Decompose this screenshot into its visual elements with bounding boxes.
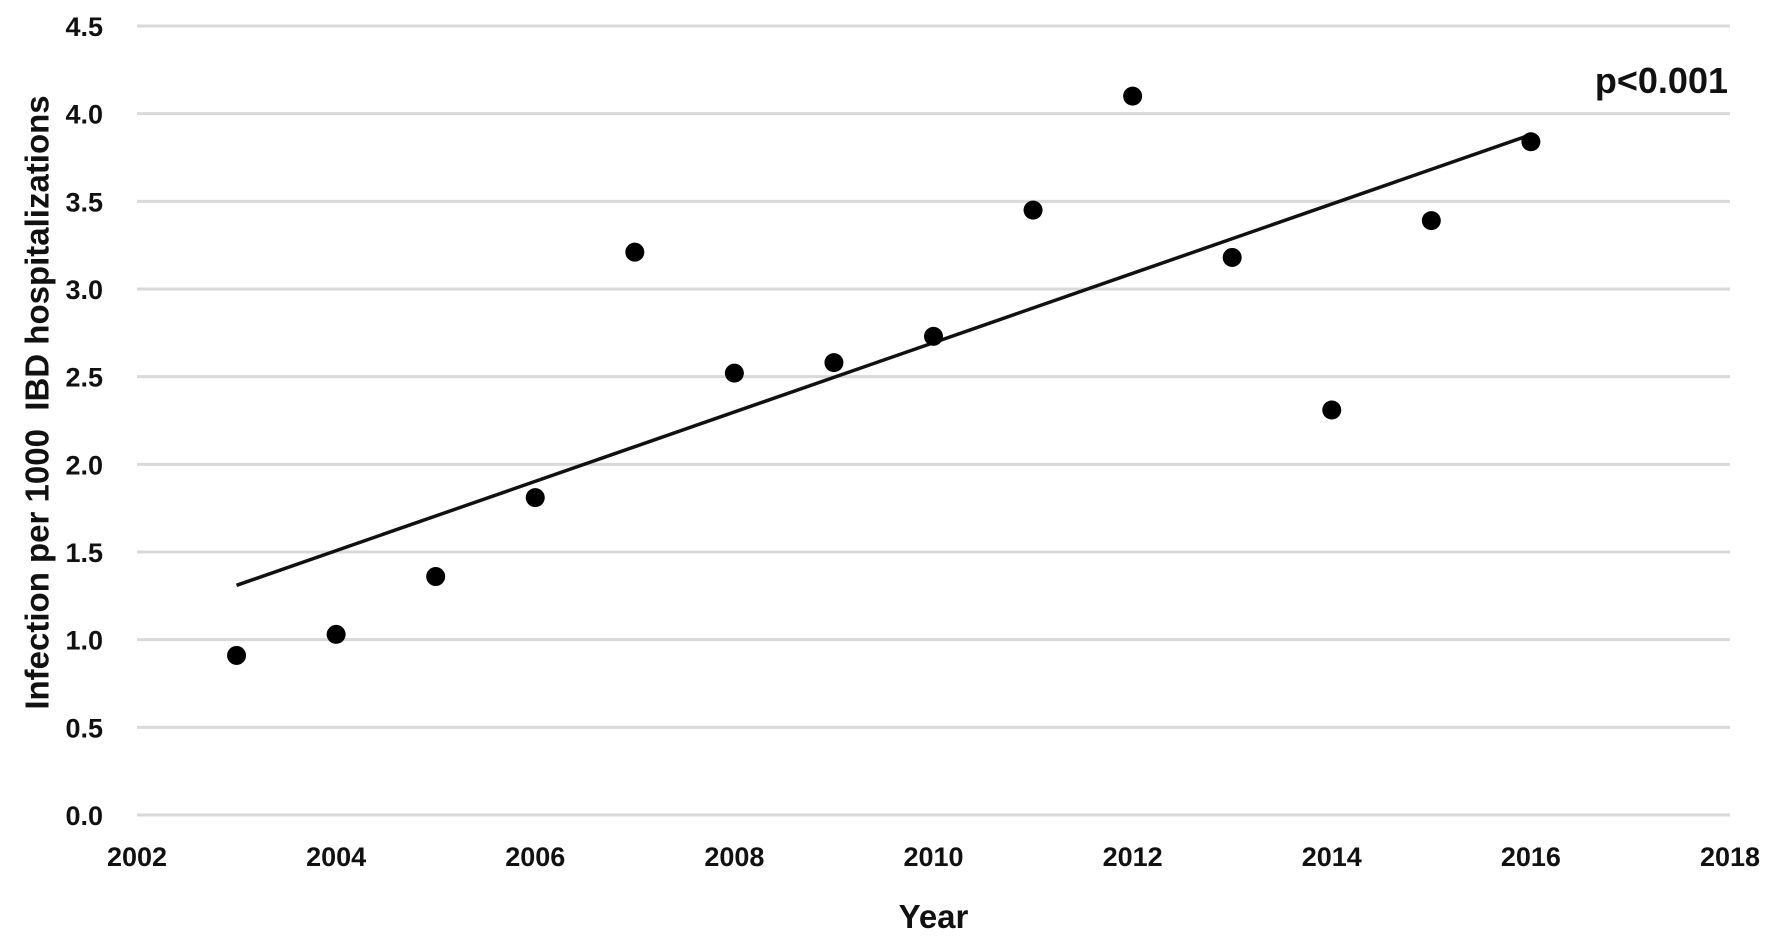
data-point-2006 [525,488,545,508]
y-tick-label: 0.5 [65,713,103,743]
x-tick-label: 2006 [505,842,565,872]
x-tick-label: 2002 [107,842,167,872]
y-tick-label: 3.5 [65,187,103,217]
y-tick-label: 1.0 [65,626,103,656]
data-point-2008 [724,363,744,383]
x-tick-label: 2008 [704,842,764,872]
data-point-2007 [625,242,645,262]
data-point-2015 [1421,211,1441,231]
x-tick-label: 2016 [1501,842,1561,872]
x-tick-label: 2010 [903,842,963,872]
p-value-annotation: p<0.001 [1595,60,1728,101]
data-point-2011 [1023,200,1043,220]
data-point-2003 [227,645,247,665]
data-point-2010 [924,326,943,346]
data-point-2012 [1123,86,1143,106]
y-tick-label: 2.0 [65,450,103,480]
data-point-2016 [1521,132,1541,152]
y-tick-label: 0.0 [65,801,103,831]
linear-trendline [235,133,1532,587]
y-axis-title: Infection per 1000 IBD hospitalizations [19,95,56,709]
data-point-2009 [824,353,844,373]
x-tick-label: 2004 [306,842,366,872]
gridlines [137,24,1730,817]
data-point-2004 [326,624,346,644]
y-axis-ticks: 0.0 0.5 1.0 1.5 2.0 2.5 3.0 3.5 4.0 4.5 [65,12,103,831]
x-axis-ticks: 2002 2004 2006 2008 2010 2012 2014 2016 2018 [107,842,1760,872]
trendline-group [235,133,1532,587]
data-point-2014 [1322,400,1342,420]
data-point-2013 [1222,247,1242,267]
data-points [227,86,1541,665]
x-tick-label: 2012 [1103,842,1163,872]
y-tick-label: 4.5 [65,12,103,42]
x-axis-title: Year [899,898,969,935]
data-point-2005 [426,567,446,587]
x-tick-label: 2014 [1302,842,1362,872]
y-tick-label: 1.5 [65,538,103,568]
y-tick-label: 4.0 [65,100,103,130]
y-tick-label: 3.0 [65,275,103,305]
y-tick-label: 2.5 [65,363,103,393]
x-tick-label: 2018 [1700,842,1760,872]
